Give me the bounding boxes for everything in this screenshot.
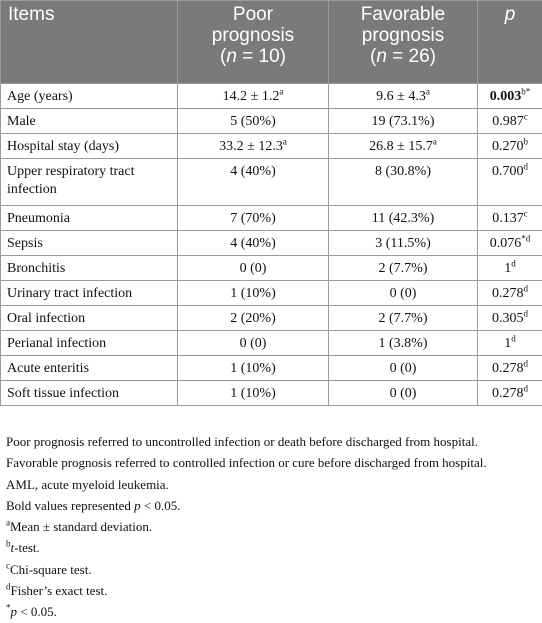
footnote-star: *p < 0.05. bbox=[6, 601, 542, 622]
table-row: Bronchitis 0 (0) 2 (7.7%) 1d bbox=[1, 256, 542, 281]
header-poor-prognosis: Poor prognosis (n = 10) bbox=[178, 1, 329, 84]
footnote-aml: AML, acute myeloid leukemia. bbox=[6, 474, 542, 495]
row-p: 0.137c bbox=[478, 206, 542, 231]
row-item: Bronchitis bbox=[1, 256, 178, 281]
table-row: Sepsis 4 (40%) 3 (11.5%) 0.076*d bbox=[1, 231, 542, 256]
footnote-bold: Bold values represented p < 0.05. bbox=[6, 495, 542, 516]
table-row: Age (years) 14.2 ± 1.2a 9.6 ± 4.3a 0.003… bbox=[1, 84, 542, 109]
table-row: Acute enteritis 1 (10%) 0 (0) 0.278d bbox=[1, 356, 542, 381]
row-poor: 1 (10%) bbox=[178, 281, 329, 306]
row-p: 0.278d bbox=[478, 281, 542, 306]
results-table: Items Poor prognosis (n = 10) Favorable … bbox=[0, 0, 542, 406]
table-row: Hospital stay (days) 33.2 ± 12.3a 26.8 ±… bbox=[1, 134, 542, 159]
row-poor: 0 (0) bbox=[178, 256, 329, 281]
header-poor-n: (n = 10) bbox=[184, 46, 322, 67]
table-row: Oral infection 2 (20%) 2 (7.7%) 0.305d bbox=[1, 306, 542, 331]
row-p: 0.076*d bbox=[478, 231, 542, 256]
row-fav: 2 (7.7%) bbox=[329, 306, 478, 331]
row-fav: 2 (7.7%) bbox=[329, 256, 478, 281]
row-poor: 5 (50%) bbox=[178, 109, 329, 134]
header-poor-line1: Poor bbox=[184, 4, 322, 25]
footnote-a: aMean ± standard deviation. bbox=[6, 516, 542, 537]
row-p: 0.270b bbox=[478, 134, 542, 159]
row-item: Urinary tract infection bbox=[1, 281, 178, 306]
row-p: 0.278d bbox=[478, 381, 542, 406]
row-item: Acute enteritis bbox=[1, 356, 178, 381]
header-row: Items Poor prognosis (n = 10) Favorable … bbox=[1, 1, 542, 84]
row-p: 1d bbox=[478, 331, 542, 356]
row-item: Oral infection bbox=[1, 306, 178, 331]
row-p: 0.305d bbox=[478, 306, 542, 331]
row-item: Male bbox=[1, 109, 178, 134]
row-poor: 1 (10%) bbox=[178, 356, 329, 381]
row-poor: 14.2 ± 1.2a bbox=[178, 84, 329, 109]
row-p: 0.003b* bbox=[478, 84, 542, 109]
table-body: Age (years) 14.2 ± 1.2a 9.6 ± 4.3a 0.003… bbox=[1, 84, 542, 406]
row-item: Hospital stay (days) bbox=[1, 134, 178, 159]
row-poor: 7 (70%) bbox=[178, 206, 329, 231]
footnote-b: bt-test. bbox=[6, 537, 542, 558]
row-fav: 19 (73.1%) bbox=[329, 109, 478, 134]
row-fav: 8 (30.8%) bbox=[329, 159, 478, 206]
row-poor: 2 (20%) bbox=[178, 306, 329, 331]
footnote-c: cChi-square test. bbox=[6, 559, 542, 580]
row-p: 0.278d bbox=[478, 356, 542, 381]
header-fav-line1: Favorable bbox=[335, 4, 471, 25]
row-poor: 1 (10%) bbox=[178, 381, 329, 406]
row-item: Pneumonia bbox=[1, 206, 178, 231]
row-fav: 26.8 ± 15.7a bbox=[329, 134, 478, 159]
header-fav-line2: prognosis bbox=[335, 25, 471, 46]
table-row: Soft tissue infection 1 (10%) 0 (0) 0.27… bbox=[1, 381, 542, 406]
table-row: Male 5 (50%) 19 (73.1%) 0.987c bbox=[1, 109, 542, 134]
header-items: Items bbox=[1, 1, 178, 84]
row-p: 0.700d bbox=[478, 159, 542, 206]
table-row: Urinary tract infection 1 (10%) 0 (0) 0.… bbox=[1, 281, 542, 306]
row-fav: 0 (0) bbox=[329, 281, 478, 306]
footnote-d: dFisher’s exact test. bbox=[6, 580, 542, 601]
header-poor-line2: prognosis bbox=[184, 25, 322, 46]
row-fav: 3 (11.5%) bbox=[329, 231, 478, 256]
row-fav: 1 (3.8%) bbox=[329, 331, 478, 356]
row-item: Age (years) bbox=[1, 84, 178, 109]
row-item: Soft tissue infection bbox=[1, 381, 178, 406]
footnote-poor-definition: Poor prognosis referred to uncontrolled … bbox=[6, 431, 542, 452]
table-row: Perianal infection 0 (0) 1 (3.8%) 1d bbox=[1, 331, 542, 356]
row-fav: 9.6 ± 4.3a bbox=[329, 84, 478, 109]
row-poor: 4 (40%) bbox=[178, 159, 329, 206]
row-item: Perianal infection bbox=[1, 331, 178, 356]
header-fav-n: (n = 26) bbox=[335, 46, 471, 67]
footnote-favorable-definition: Favorable prognosis referred to controll… bbox=[6, 452, 542, 473]
row-fav: 11 (42.3%) bbox=[329, 206, 478, 231]
row-poor: 4 (40%) bbox=[178, 231, 329, 256]
row-p: 1d bbox=[478, 256, 542, 281]
row-p: 0.987c bbox=[478, 109, 542, 134]
header-favorable-prognosis: Favorable prognosis (n = 26) bbox=[329, 1, 478, 84]
row-poor: 0 (0) bbox=[178, 331, 329, 356]
header-p-value: p bbox=[478, 1, 542, 84]
row-item: Sepsis bbox=[1, 231, 178, 256]
row-fav: 0 (0) bbox=[329, 356, 478, 381]
row-fav: 0 (0) bbox=[329, 381, 478, 406]
table-row: Pneumonia 7 (70%) 11 (42.3%) 0.137c bbox=[1, 206, 542, 231]
row-poor: 33.2 ± 12.3a bbox=[178, 134, 329, 159]
